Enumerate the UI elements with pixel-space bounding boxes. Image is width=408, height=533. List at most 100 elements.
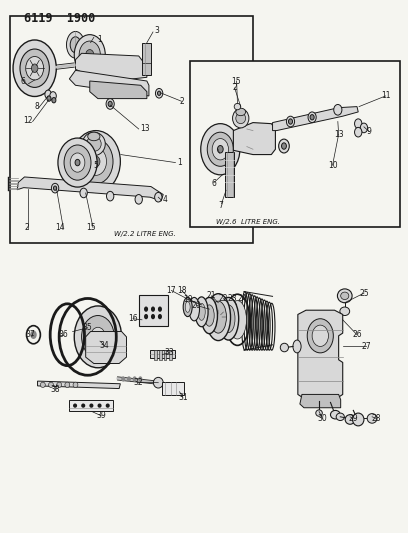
Polygon shape: [90, 81, 147, 99]
Ellipse shape: [82, 132, 105, 156]
Ellipse shape: [13, 40, 56, 96]
Ellipse shape: [133, 376, 137, 382]
Text: 15: 15: [231, 77, 241, 86]
Text: 39: 39: [96, 411, 106, 420]
Text: 3: 3: [155, 26, 160, 35]
Ellipse shape: [367, 414, 377, 423]
Ellipse shape: [155, 88, 163, 98]
Text: 11: 11: [381, 92, 390, 100]
Ellipse shape: [106, 403, 110, 408]
Ellipse shape: [218, 297, 239, 340]
Ellipse shape: [330, 410, 340, 419]
Text: 35: 35: [83, 324, 93, 332]
Ellipse shape: [79, 41, 100, 69]
Bar: [190, 61, 400, 227]
Ellipse shape: [308, 112, 316, 123]
Ellipse shape: [183, 297, 192, 317]
Ellipse shape: [73, 403, 77, 408]
Ellipse shape: [198, 303, 205, 320]
Text: 1: 1: [98, 36, 102, 44]
Bar: [159, 350, 162, 360]
Ellipse shape: [316, 410, 322, 416]
Ellipse shape: [64, 145, 91, 180]
Ellipse shape: [236, 108, 246, 116]
Ellipse shape: [293, 340, 301, 353]
Text: 5: 5: [93, 161, 98, 169]
Ellipse shape: [233, 109, 249, 128]
Bar: [162, 382, 184, 395]
Ellipse shape: [340, 307, 350, 316]
Bar: [164, 350, 166, 360]
Ellipse shape: [334, 104, 342, 115]
Text: 18: 18: [177, 286, 186, 295]
Ellipse shape: [234, 103, 241, 110]
Ellipse shape: [49, 382, 53, 387]
Ellipse shape: [20, 49, 49, 87]
Ellipse shape: [92, 156, 100, 167]
Ellipse shape: [65, 382, 70, 387]
Polygon shape: [300, 394, 341, 408]
Polygon shape: [233, 123, 275, 155]
Ellipse shape: [82, 316, 114, 358]
Ellipse shape: [108, 101, 112, 107]
Ellipse shape: [212, 139, 228, 160]
Text: 21: 21: [206, 292, 216, 300]
Ellipse shape: [201, 124, 240, 175]
Ellipse shape: [75, 159, 80, 166]
Ellipse shape: [50, 92, 56, 100]
Ellipse shape: [26, 56, 44, 80]
Text: 6119  1900: 6119 1900: [24, 12, 95, 25]
Text: 23: 23: [228, 294, 237, 303]
Ellipse shape: [45, 90, 51, 99]
Ellipse shape: [30, 330, 37, 339]
Polygon shape: [69, 70, 149, 96]
Ellipse shape: [151, 314, 155, 319]
Ellipse shape: [288, 119, 293, 124]
Ellipse shape: [279, 139, 289, 153]
Ellipse shape: [236, 113, 246, 124]
Ellipse shape: [51, 183, 59, 193]
Ellipse shape: [158, 314, 162, 319]
Ellipse shape: [185, 302, 190, 312]
Text: 26: 26: [352, 330, 362, 339]
Text: 13: 13: [140, 125, 150, 133]
Ellipse shape: [151, 306, 155, 312]
Text: 19: 19: [183, 295, 193, 304]
Ellipse shape: [201, 297, 217, 334]
Ellipse shape: [355, 119, 362, 128]
Text: W/2.6  LITRE ENG.: W/2.6 LITRE ENG.: [216, 219, 280, 225]
Ellipse shape: [345, 415, 355, 424]
Text: 16: 16: [128, 314, 138, 323]
Text: 1: 1: [177, 158, 182, 167]
Text: 28: 28: [371, 414, 381, 423]
Ellipse shape: [98, 403, 102, 408]
Polygon shape: [17, 177, 163, 201]
Ellipse shape: [144, 314, 148, 319]
Ellipse shape: [85, 148, 106, 175]
Ellipse shape: [95, 334, 100, 340]
Ellipse shape: [106, 191, 114, 201]
Ellipse shape: [31, 64, 38, 72]
Ellipse shape: [337, 289, 352, 303]
Text: 2: 2: [232, 84, 237, 92]
Ellipse shape: [204, 305, 214, 326]
Ellipse shape: [207, 132, 233, 166]
Ellipse shape: [52, 98, 56, 103]
Ellipse shape: [57, 382, 62, 387]
Ellipse shape: [127, 376, 131, 382]
Text: 10: 10: [328, 161, 337, 169]
Polygon shape: [38, 381, 120, 389]
Text: 29: 29: [348, 414, 358, 423]
Ellipse shape: [195, 297, 208, 327]
Ellipse shape: [310, 115, 314, 120]
Ellipse shape: [228, 301, 246, 339]
Ellipse shape: [307, 319, 333, 353]
Ellipse shape: [81, 403, 85, 408]
Bar: [139, 295, 168, 326]
Polygon shape: [86, 332, 126, 364]
Text: 37: 37: [26, 330, 35, 339]
Text: 33: 33: [164, 349, 174, 357]
Bar: [169, 350, 172, 360]
Ellipse shape: [222, 305, 235, 333]
Text: W/2.2 LITRE ENG.: W/2.2 LITRE ENG.: [114, 231, 176, 237]
